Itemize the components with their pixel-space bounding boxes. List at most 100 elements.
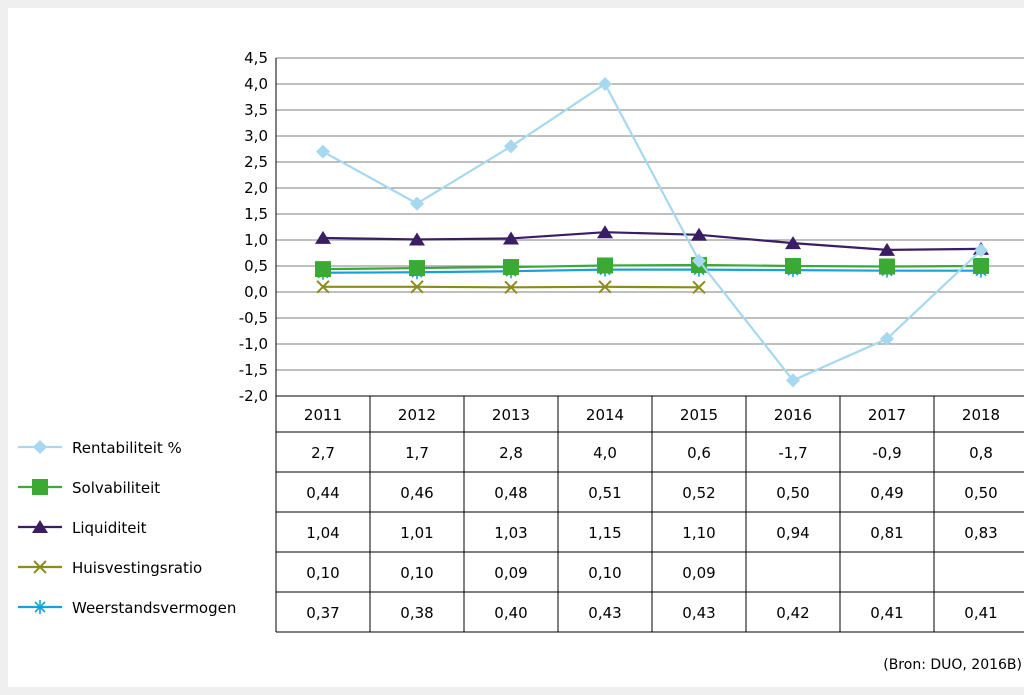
legend-marker — [32, 479, 48, 495]
y-tick-label: 3,5 — [244, 101, 268, 119]
table-cell-value: 0,10 — [588, 564, 621, 582]
data-point — [598, 280, 612, 294]
data-point — [691, 227, 707, 241]
data-point — [785, 236, 801, 250]
x-category-label: 2013 — [492, 406, 530, 424]
data-point — [879, 258, 895, 275]
table-cell-value: 0,50 — [776, 484, 809, 502]
data-point — [504, 280, 518, 295]
legend-label: Weerstandsvermogen — [72, 599, 236, 617]
data-point — [879, 242, 895, 256]
table-cell-value: 0,51 — [588, 484, 621, 502]
y-tick-label: -2,0 — [239, 387, 268, 405]
table-cell-value: 1,03 — [494, 524, 527, 542]
x-category-label: 2018 — [962, 406, 1000, 424]
y-tick-label: 0,5 — [244, 257, 268, 275]
table-cell-value: 1,15 — [588, 524, 621, 542]
table-cell-value: 0,10 — [306, 564, 339, 582]
data-point — [503, 259, 519, 276]
table-cell-value: 0,38 — [400, 604, 433, 622]
series-line-rentabiliteit — [322, 82, 982, 382]
legend-marker — [33, 440, 47, 454]
y-tick-label: 4,0 — [244, 75, 268, 93]
data-point — [316, 280, 330, 294]
table-cell-value: 0,09 — [682, 564, 715, 582]
legend-label: Liquiditeit — [72, 519, 147, 537]
y-tick-label: 1,5 — [244, 205, 268, 223]
y-tick-label: 3,0 — [244, 127, 268, 145]
x-category-label: 2012 — [398, 406, 436, 424]
x-category-label: 2016 — [774, 406, 812, 424]
table-cell-value: -0,9 — [872, 444, 901, 462]
table-cell-value: 0,81 — [870, 524, 903, 542]
table-cell-value: 1,01 — [400, 524, 433, 542]
table-cell-value: 2,7 — [311, 444, 335, 462]
data-point — [315, 261, 331, 278]
chart-frame — [8, 8, 1024, 687]
table-cell-value: 0,83 — [964, 524, 997, 542]
data-point — [316, 144, 330, 159]
data-point — [503, 231, 519, 245]
y-tick-label: 2,5 — [244, 153, 268, 171]
data-point — [692, 253, 706, 268]
table-cell-value: -1,7 — [778, 444, 807, 462]
table-cell-value: 0,41 — [964, 604, 997, 622]
y-tick-label: -1,5 — [239, 361, 268, 379]
table-cell-value: 1,7 — [405, 444, 429, 462]
y-tick-label: 2,0 — [244, 179, 268, 197]
x-category-label: 2015 — [680, 406, 718, 424]
data-point — [598, 77, 612, 91]
x-category-label: 2011 — [304, 406, 342, 424]
table-cell-value: 0,52 — [682, 484, 715, 502]
table-cell-value: 0,40 — [494, 604, 527, 622]
series-line-weerstandsvermogen — [322, 268, 981, 274]
table-cell-value: 4,0 — [593, 444, 617, 462]
table-cell-value: 0,41 — [870, 604, 903, 622]
data-point — [786, 373, 800, 388]
table-cell-value: 0,42 — [776, 604, 809, 622]
table-cell-value: 0,48 — [494, 484, 527, 502]
table-cell-value: 0,50 — [964, 484, 997, 502]
table-cell-value: 1,04 — [306, 524, 339, 542]
data-point — [409, 232, 425, 246]
legend-label: Rentabiliteit % — [72, 439, 182, 457]
table-cell-value: 1,10 — [682, 524, 715, 542]
table-cell-value: 0,6 — [687, 444, 711, 462]
table-cell-value: 0,44 — [306, 484, 339, 502]
table-cell-value: 0,94 — [776, 524, 809, 542]
data-point — [315, 230, 331, 244]
legend-marker — [33, 560, 47, 574]
legend-label: Solvabiliteit — [72, 479, 160, 497]
data-point — [973, 258, 989, 274]
data-point — [410, 280, 424, 294]
table-cell-value: 0,09 — [494, 564, 527, 582]
table-cell-value: 0,46 — [400, 484, 433, 502]
data-point — [409, 260, 425, 277]
data-point — [974, 243, 988, 258]
table-cell-value: 2,8 — [499, 444, 523, 462]
y-tick-label: 4,5 — [244, 49, 268, 67]
legend-marker — [32, 520, 48, 533]
series-line-solvabiliteit — [322, 263, 982, 271]
table-cell-value: 0,43 — [588, 604, 621, 622]
data-point — [692, 280, 706, 295]
table-cell-value: 0,8 — [969, 444, 993, 462]
data-point — [880, 331, 894, 346]
table-cell-value: 0,49 — [870, 484, 903, 502]
table-cell-value: 0,37 — [306, 604, 339, 622]
table-cell-value: 0,43 — [682, 604, 715, 622]
legend-label: Huisvestingsratio — [72, 559, 202, 577]
y-tick-label: 1,0 — [244, 231, 268, 249]
data-point — [504, 139, 518, 154]
series-line-liquiditeit — [322, 231, 982, 251]
y-tick-label: -1,0 — [239, 335, 268, 353]
data-point — [597, 225, 613, 239]
y-tick-label: 0,0 — [244, 283, 268, 301]
data-point — [597, 257, 613, 274]
data-point — [785, 258, 801, 274]
x-category-label: 2014 — [586, 406, 624, 424]
data-point — [410, 196, 424, 211]
y-tick-label: -0,5 — [239, 309, 268, 327]
table-cell-value: 0,10 — [400, 564, 433, 582]
